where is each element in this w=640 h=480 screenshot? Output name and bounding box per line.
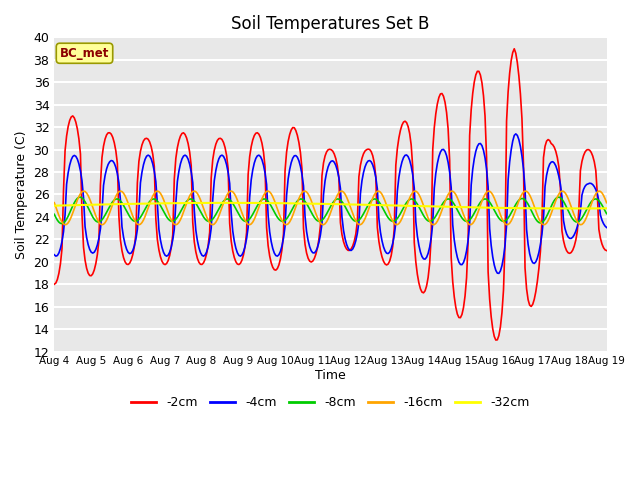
Y-axis label: Soil Temperature (C): Soil Temperature (C) (15, 130, 28, 259)
Text: BC_met: BC_met (60, 47, 109, 60)
Title: Soil Temperatures Set B: Soil Temperatures Set B (231, 15, 429, 33)
Legend: -2cm, -4cm, -8cm, -16cm, -32cm: -2cm, -4cm, -8cm, -16cm, -32cm (126, 391, 534, 414)
X-axis label: Time: Time (315, 369, 346, 382)
